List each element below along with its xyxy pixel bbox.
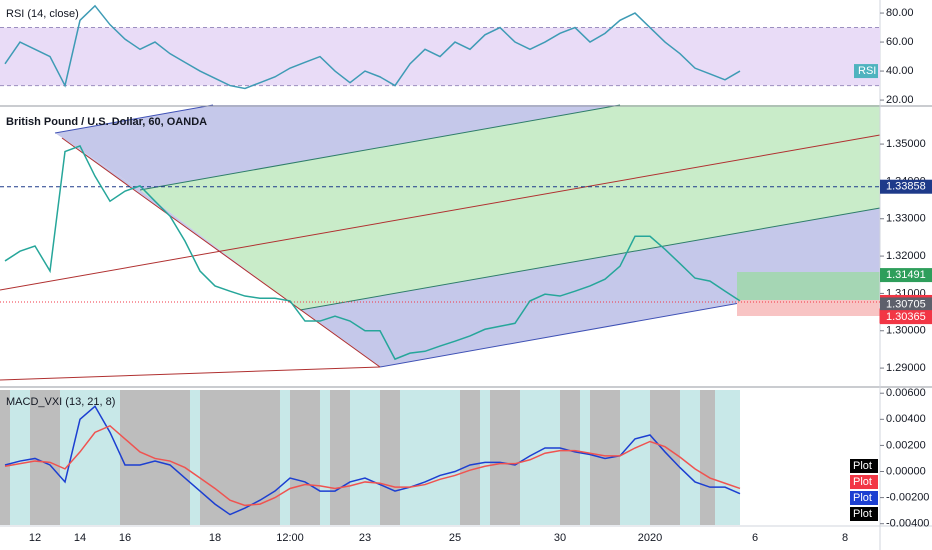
macd-stripes bbox=[0, 390, 715, 525]
x-tick-label: 14 bbox=[74, 532, 86, 544]
series-line bbox=[4, 424, 741, 507]
macd-title: MACD_VXI (13, 21, 8) bbox=[6, 396, 115, 408]
plot-tag bbox=[850, 459, 878, 473]
price-tag bbox=[880, 268, 932, 283]
fork-blue-top bbox=[55, 105, 620, 190]
price-tag-label: 1.33858 bbox=[886, 181, 926, 193]
stop-zone bbox=[737, 300, 880, 316]
y-tick-label: 40.00 bbox=[886, 65, 914, 77]
plot-tag-label: Plot bbox=[853, 460, 872, 472]
y-tick-label: 0.00600 bbox=[886, 387, 926, 399]
x-tick-label: 23 bbox=[359, 532, 371, 544]
price-tag-label: 1.30365 bbox=[886, 311, 926, 323]
price-tag-label: 1.31491 bbox=[886, 269, 926, 281]
y-tick-label: 80.00 bbox=[886, 7, 914, 19]
y-tick-label: 60.00 bbox=[886, 36, 914, 48]
plot-tag bbox=[850, 507, 878, 521]
price-tag bbox=[880, 297, 932, 312]
fork-median bbox=[0, 134, 881, 291]
x-tick-label: 6 bbox=[752, 532, 758, 544]
y-tick-label: 1.29000 bbox=[886, 362, 926, 374]
plot-tag bbox=[850, 491, 878, 505]
y-tick-label: 0.00200 bbox=[886, 439, 926, 451]
fork-base bbox=[0, 366, 381, 381]
y-tick-label: -0.00400 bbox=[886, 518, 929, 530]
series-line bbox=[4, 145, 741, 361]
macd-bg bbox=[0, 390, 740, 525]
target-zone bbox=[737, 272, 880, 300]
main-title: British Pound / U.S. Dollar, 60, OANDA bbox=[6, 116, 207, 128]
x-tick-label: 2020 bbox=[638, 532, 662, 544]
y-tick-label: 1.30000 bbox=[886, 325, 926, 337]
x-tick-label: 12:00 bbox=[276, 532, 304, 544]
fork-handle bbox=[61, 137, 381, 368]
price-tag bbox=[880, 179, 932, 194]
y-tick-label: 1.33000 bbox=[886, 213, 926, 225]
fork-line bbox=[299, 207, 881, 311]
x-tick-label: 8 bbox=[842, 532, 848, 544]
y-tick-label: 0.00400 bbox=[886, 413, 926, 425]
x-tick-label: 16 bbox=[119, 532, 131, 544]
fork-green bbox=[140, 105, 880, 310]
price-tag bbox=[880, 310, 932, 325]
x-tick-label: 12 bbox=[29, 532, 41, 544]
fork-line bbox=[54, 104, 214, 134]
fork-blue bbox=[62, 138, 880, 367]
x-tick-label: 18 bbox=[209, 532, 221, 544]
y-tick-label: -0.00200 bbox=[886, 492, 929, 504]
x-tick-label: 25 bbox=[449, 532, 461, 544]
rsi-title: RSI (14, close) bbox=[6, 8, 79, 20]
price-tag-label: 1.30705 bbox=[886, 298, 926, 310]
series-line bbox=[4, 4, 741, 90]
plot-tag-label: Plot bbox=[853, 492, 872, 504]
y-tick-label: 20.00 bbox=[886, 94, 914, 106]
plot-tag bbox=[850, 475, 878, 489]
y-tick-label: 0.00000 bbox=[886, 465, 926, 477]
y-tick-label: 1.35000 bbox=[886, 138, 926, 150]
rsi-tag bbox=[854, 64, 878, 79]
plot-tag-label: Plot bbox=[853, 508, 872, 520]
y-tick-label: 1.32000 bbox=[886, 250, 926, 262]
plot-tag-label: Plot bbox=[853, 476, 872, 488]
x-tick-label: 30 bbox=[554, 532, 566, 544]
rsi-tag-label: RSI bbox=[858, 65, 876, 77]
fork-line bbox=[139, 104, 621, 191]
